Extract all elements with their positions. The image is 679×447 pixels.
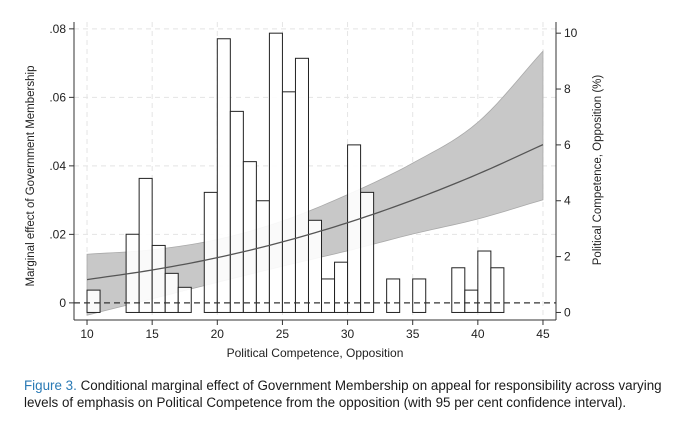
x-axis-label: Political Competence, Opposition — [227, 346, 404, 360]
x-tick-label: 45 — [536, 327, 550, 341]
y-right-tick-label: 8 — [564, 82, 571, 96]
histogram-bar — [321, 278, 336, 313]
histogram-bar — [451, 267, 466, 313]
histogram-bar — [334, 261, 349, 313]
histogram-bar — [268, 32, 283, 313]
x-tick-label: 10 — [80, 327, 94, 341]
y-right-tick-label: 10 — [564, 26, 578, 40]
x-tick-label: 25 — [276, 327, 290, 341]
y-left-tick-label: .08 — [49, 22, 66, 36]
y-right-tick-label: 2 — [564, 250, 571, 264]
x-tick-label: 40 — [471, 327, 485, 341]
marginal-effect-line — [86, 144, 544, 281]
histogram-bar — [203, 191, 218, 313]
y-right-tick-label: 0 — [564, 305, 571, 319]
x-tick-label: 35 — [406, 327, 420, 341]
histogram-bar — [229, 110, 244, 313]
x-tick-label: 30 — [341, 327, 355, 341]
histogram-bar — [464, 289, 479, 313]
y-right-axis-label: Political Competence, Opposition (%) — [592, 75, 604, 266]
histogram-bar — [138, 177, 153, 313]
histogram-bar — [307, 219, 323, 313]
histogram-bar — [386, 278, 401, 313]
figure-label: Figure 3. — [24, 378, 77, 393]
y-left-tick-label: 0 — [59, 296, 66, 310]
histogram-bar — [347, 144, 362, 313]
estimate-line-layer — [74, 144, 556, 304]
histogram-bar — [255, 200, 270, 313]
histogram-bar — [242, 161, 257, 313]
x-tick-label: 20 — [211, 327, 225, 341]
histogram-bar — [164, 272, 179, 313]
histogram-bar — [490, 267, 505, 313]
y-left-tick-label: .06 — [49, 90, 66, 104]
histogram-layer — [86, 32, 505, 313]
caption-text: Conditional marginal effect of Governmen… — [24, 378, 662, 410]
histogram-bar — [281, 91, 296, 313]
figure-caption: Figure 3. Conditional marginal effect of… — [24, 377, 664, 411]
axes-layer: 10 15 20 25 30 35 40 45 0 .02 .04 .06 .08 0 2 4 6 8 10 — [49, 22, 577, 341]
y-left-tick-label: .04 — [49, 159, 66, 173]
histogram-bar — [86, 289, 101, 313]
histogram-bar — [294, 57, 309, 313]
y-left-axis-label: Marginal effect of Government Membership — [25, 66, 37, 287]
histogram-bar — [412, 278, 427, 313]
histogram-bar — [177, 286, 192, 313]
y-right-tick-label: 4 — [564, 194, 571, 208]
x-tick-label: 15 — [145, 327, 159, 341]
y-right-tick-label: 6 — [564, 138, 571, 152]
histogram-bar — [216, 38, 231, 313]
histogram-bar — [360, 191, 375, 313]
y-left-tick-label: .02 — [49, 227, 66, 241]
